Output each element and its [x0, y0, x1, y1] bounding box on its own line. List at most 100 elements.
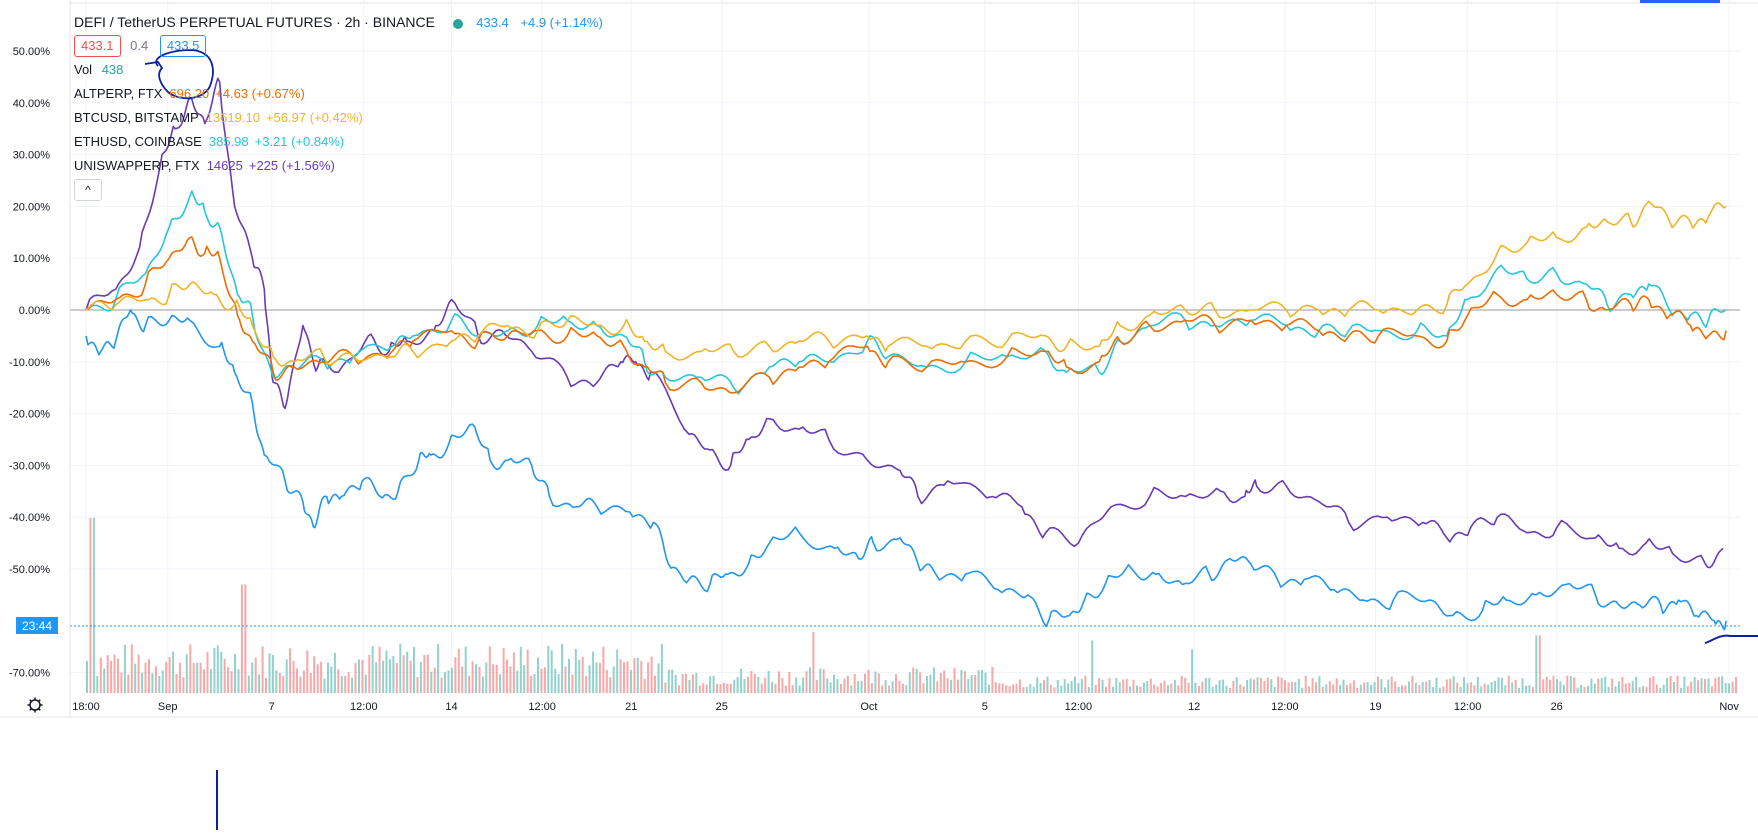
buy-price-box[interactable]: 433.5: [159, 35, 207, 57]
volume-bar: [932, 667, 935, 693]
volume-bar: [1077, 683, 1080, 693]
compare-change: +3.21 (+0.84%): [254, 134, 345, 149]
series-line-4: [85, 309, 1727, 631]
volume-bar: [1562, 684, 1565, 693]
volume-bar: [757, 676, 760, 693]
volume-bar: [812, 631, 815, 693]
volume-bar: [485, 662, 488, 693]
volume-bar: [1666, 677, 1669, 693]
volume-bar: [598, 662, 601, 693]
volume-bar: [1370, 684, 1373, 693]
volume-bar: [512, 652, 515, 693]
volume-bar: [216, 645, 219, 693]
volume-bar: [444, 672, 446, 693]
x-tick-label: 5: [982, 701, 988, 713]
volume-bar: [643, 678, 646, 693]
volume-bar: [667, 669, 670, 693]
volume-bar: [395, 663, 398, 693]
volume-bar: [767, 670, 770, 693]
series-line-2: [85, 236, 1727, 394]
volume-bar: [251, 662, 254, 693]
volume-bar: [526, 649, 529, 693]
gear-icon[interactable]: [27, 697, 43, 713]
sell-price-box[interactable]: 433.1: [74, 35, 121, 57]
volume-bar: [189, 644, 192, 693]
volume-bar: [423, 655, 426, 693]
volume-bar: [698, 685, 701, 693]
volume-bar: [1483, 683, 1486, 693]
volume-bar: [895, 674, 897, 693]
volume-bar: [1728, 683, 1731, 693]
volume-bar: [984, 672, 987, 693]
volume-bar: [285, 659, 288, 693]
volume-bar: [1277, 676, 1280, 693]
compare-row[interactable]: ETHUSD, COINBASE 385.98 +3.21 (+0.84%): [74, 130, 603, 154]
volume-bar: [709, 676, 712, 693]
volume-bar: [1631, 680, 1634, 693]
volume-bar: [158, 676, 161, 693]
volume-bar: [161, 670, 164, 693]
volume-bar: [299, 676, 302, 693]
volume-bar: [1263, 681, 1266, 693]
volume-bar: [647, 662, 650, 693]
volume-bar: [788, 671, 791, 693]
volume-bar: [530, 675, 533, 693]
volume-bar: [1067, 683, 1070, 693]
volume-bar: [437, 644, 440, 693]
volume-bar: [1266, 677, 1269, 693]
volume-bar: [678, 685, 681, 693]
x-tick-label: 26: [1551, 701, 1563, 713]
volume-bar: [1445, 679, 1448, 693]
volume-bar: [716, 684, 718, 693]
volume-bar: [1679, 687, 1682, 693]
volume-bar: [1184, 677, 1187, 693]
volume-bar: [805, 671, 808, 693]
x-tick-label: 12:00: [528, 701, 556, 713]
symbol-title[interactable]: DEFI / TetherUS PERPETUAL FUTURES · 2h ·…: [74, 14, 435, 30]
volume-bar: [302, 670, 305, 693]
compare-row[interactable]: BTCUSD, BITSTAMP 13619.10 +56.97 (+0.42%): [74, 106, 603, 130]
volume-bar: [719, 684, 722, 693]
volume-bar: [1604, 676, 1607, 693]
volume-bar: [203, 669, 205, 693]
volume-bar: [898, 680, 901, 693]
compare-row[interactable]: ALTPERP, FTX 696.20 +4.63 (+0.67%): [74, 82, 603, 106]
volume-bar: [826, 678, 829, 693]
volume-bar: [337, 669, 340, 693]
volume-bar: [1180, 675, 1183, 693]
volume-bar: [1301, 687, 1304, 693]
volume-bar: [1652, 676, 1655, 693]
volume-bar: [815, 680, 818, 693]
volume-bar: [492, 664, 495, 693]
volume-bar: [495, 664, 498, 693]
volume-bar: [1463, 677, 1465, 693]
volume-bar: [1115, 677, 1118, 693]
volume-bar: [1569, 676, 1572, 693]
volume-bar: [1642, 686, 1645, 693]
volume-bar: [1635, 676, 1638, 693]
volume-bar: [839, 683, 842, 693]
x-tick-label: 12:00: [350, 701, 378, 713]
volume-bar: [829, 682, 832, 693]
volume-bar: [185, 654, 188, 693]
volume-bar: [1511, 682, 1514, 693]
y-tick-label: 50.00%: [13, 46, 51, 58]
chevron-up-icon[interactable]: ^: [74, 179, 102, 201]
volume-bar: [354, 663, 357, 693]
x-tick-label: Oct: [860, 701, 877, 713]
volume-bar: [674, 674, 677, 693]
volume-bar: [1094, 684, 1097, 693]
compare-row[interactable]: UNISWAPPERP, FTX 14625 +225 (+1.56%): [74, 154, 603, 178]
volume-bar: [1015, 683, 1018, 693]
volume-bar: [808, 667, 811, 693]
volume-bar: [137, 654, 140, 693]
volume-bar: [499, 674, 502, 693]
volume-bar: [1191, 649, 1194, 694]
volume-bar: [543, 667, 546, 693]
volume-bar: [1352, 680, 1355, 693]
volume-bar: [347, 672, 350, 693]
volume-bar: [1273, 686, 1276, 693]
volume-bar: [912, 667, 915, 693]
